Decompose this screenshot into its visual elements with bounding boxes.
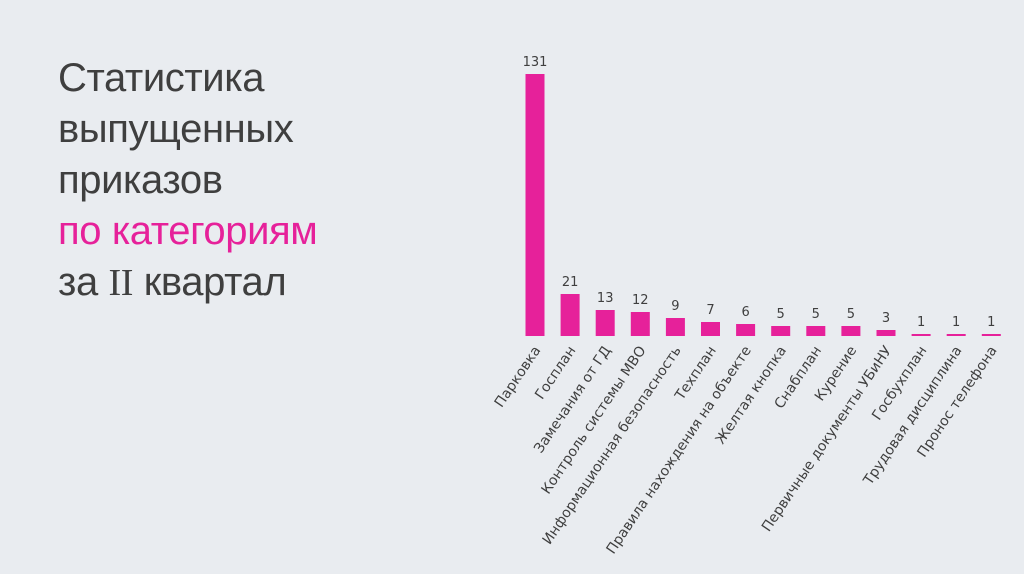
value-labels-group: 131 21 13 12 9 7 6 5 5 5 3 1 1 1 bbox=[523, 55, 996, 330]
bar-5 bbox=[665, 318, 685, 336]
bar-14 bbox=[981, 334, 1001, 336]
bar-10 bbox=[841, 326, 861, 336]
bar-1 bbox=[525, 74, 545, 336]
title-line-2: выпущенных bbox=[58, 107, 294, 151]
value-label-12: 1 bbox=[917, 315, 925, 330]
value-label-2: 21 bbox=[562, 275, 579, 290]
value-label-10: 5 bbox=[847, 307, 855, 322]
bar-9 bbox=[806, 326, 826, 336]
bar-11 bbox=[876, 330, 896, 336]
title-line-5: за II квартал bbox=[58, 257, 317, 309]
bar-3 bbox=[595, 310, 615, 336]
slide-title: Статистика выпущенных приказов по катего… bbox=[58, 53, 318, 309]
bar-2 bbox=[560, 294, 580, 336]
title-line-1: Статистика bbox=[58, 56, 265, 100]
value-label-1: 131 bbox=[523, 55, 548, 70]
bar-8 bbox=[771, 326, 791, 336]
value-label-9: 5 bbox=[812, 307, 820, 322]
value-label-11: 3 bbox=[882, 311, 890, 326]
value-label-4: 12 bbox=[632, 293, 649, 308]
value-label-6: 7 bbox=[706, 303, 714, 318]
bar-7 bbox=[736, 324, 756, 336]
bar-13 bbox=[946, 334, 966, 336]
value-label-3: 13 bbox=[597, 291, 614, 306]
title-line-3: приказов bbox=[58, 158, 223, 202]
bar-6 bbox=[701, 322, 720, 336]
title-line-5-prefix: за bbox=[58, 260, 98, 304]
title-line-5-suffix: квартал bbox=[143, 260, 287, 304]
bars-group bbox=[525, 74, 1001, 336]
value-label-7: 6 bbox=[741, 305, 749, 320]
bar-4 bbox=[630, 312, 650, 336]
value-label-14: 1 bbox=[987, 315, 995, 330]
title-line-accent: по категориям bbox=[58, 209, 318, 253]
bar-12 bbox=[911, 334, 931, 336]
value-label-5: 9 bbox=[671, 299, 679, 314]
value-label-8: 5 bbox=[777, 307, 785, 322]
category-label-1: Парковка bbox=[492, 343, 545, 410]
title-roman-numeral: II bbox=[108, 262, 134, 304]
value-label-13: 1 bbox=[952, 315, 960, 330]
